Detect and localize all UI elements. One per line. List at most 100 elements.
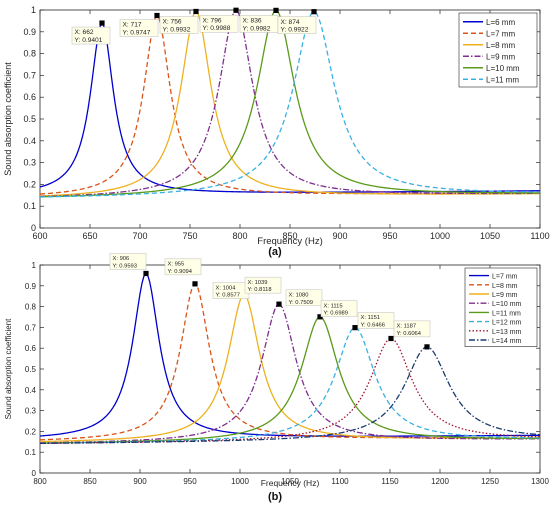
datatip-x-label: X: 955 (168, 262, 185, 268)
x-tick-label: 1200 (431, 477, 449, 486)
series-line (40, 10, 540, 198)
datatip-box (164, 258, 202, 276)
x-tick-label: 1050 (480, 231, 500, 241)
y-tick-label: 0.6 (23, 92, 36, 102)
datatip-y-label: Y: 0.8577 (216, 293, 241, 299)
datatip-x-label: X: 836 (243, 18, 262, 25)
series-line (40, 303, 540, 444)
datatip-x-label: X: 717 (123, 22, 142, 29)
x-tick-label: 1300 (531, 477, 549, 486)
datatip-y-label: Y: 0.9747 (123, 29, 151, 36)
legend-label: L=8 mm (492, 283, 518, 290)
x-tick-label: 1100 (331, 477, 349, 486)
y-tick-label: 0.5 (25, 365, 37, 374)
series-line (40, 10, 540, 198)
x-tick-label: 900 (133, 477, 147, 486)
legend-label: L=8 mm (486, 41, 515, 50)
panel-label: (a) (268, 246, 282, 258)
datatip-y-label: Y: 0.9401 (75, 37, 103, 44)
legend-label: L=9 mm (486, 52, 515, 61)
legend-box (464, 267, 538, 347)
x-tick-label: 950 (382, 231, 397, 241)
datatip-y-label: Y: 0.9988 (203, 25, 231, 32)
y-tick-label: 0.2 (23, 179, 36, 189)
legend-label: L=9 mm (492, 292, 518, 299)
datatip-x-label: X: 1080 (289, 293, 309, 299)
datatip-box (277, 16, 317, 34)
y-tick-label: 0.2 (25, 427, 37, 436)
y-tick-label: 0.4 (23, 136, 36, 146)
peak-marker (352, 325, 358, 331)
legend-label: L=7 mm (486, 29, 515, 38)
x-tick-label: 650 (82, 231, 97, 241)
datatip-box (109, 253, 147, 270)
y-tick-label: 0.8 (25, 303, 37, 312)
legend-label: L=10 mm (492, 301, 522, 308)
peak-marker (233, 7, 239, 13)
datatip-box (199, 15, 239, 33)
y-tick-label: 0 (31, 223, 36, 233)
y-tick-label: 0.4 (25, 386, 37, 395)
datatip-x-label: X: 796 (203, 17, 222, 24)
x-axis-label: Frequency (Hz) (261, 478, 320, 488)
legend-label: L=14 mm (492, 338, 522, 345)
x-tick-label: 1050 (281, 477, 299, 486)
datatip-x-label: X: 1115 (324, 303, 343, 309)
y-tick-label: 0.5 (23, 114, 36, 124)
legend-label: L=13 mm (492, 329, 522, 336)
datatip-box (393, 320, 431, 338)
datatip-x-label: X: 756 (163, 19, 182, 26)
x-tick-label: 800 (232, 231, 247, 241)
series-line (40, 346, 540, 445)
y-axis-label: Sound absorption coefficient (3, 62, 13, 176)
y-tick-label: 1 (31, 5, 36, 15)
x-tick-label: 800 (33, 477, 47, 486)
y-tick-label: 0.9 (23, 27, 36, 37)
legend-label: L=12 mm (492, 320, 522, 327)
datatip-y-label: Y: 0.7509 (289, 300, 314, 306)
x-tick-label: 1000 (430, 231, 450, 241)
datatip-y-label: Y: 0.6064 (397, 331, 422, 337)
legend-label: L=10 mm (486, 64, 520, 73)
peak-marker (317, 314, 323, 320)
datatip-y-label: Y: 0.6466 (361, 323, 386, 329)
peak-marker (143, 270, 149, 277)
y-tick-label: 0.1 (25, 448, 37, 457)
datatip-y-label: Y: 0.9593 (113, 264, 138, 270)
y-axis-label: Sound absorption coefficient (4, 318, 13, 420)
series-line (40, 11, 540, 198)
peak-marker (192, 281, 198, 287)
x-tick-label: 1100 (530, 231, 549, 241)
datatip-x-label: X: 906 (113, 256, 130, 262)
datatip-box (159, 16, 199, 34)
datatip-x-label: X: 1151 (361, 315, 381, 321)
peak-marker (388, 335, 394, 342)
x-tick-label: 1000 (231, 477, 249, 486)
datatip-y-label: Y: 0.8118 (248, 287, 272, 293)
x-tick-label: 700 (132, 231, 147, 241)
y-tick-label: 0.7 (23, 70, 36, 80)
legend-label: L=11 mm (492, 310, 521, 317)
peak-marker (154, 12, 160, 19)
x-tick-label: 850 (282, 231, 297, 241)
datatip-y-label: Y: 0.9932 (163, 26, 191, 33)
datatip-box (320, 300, 358, 317)
datatip-x-label: X: 1004 (216, 285, 237, 291)
x-axis-label: Frequency (Hz) (257, 236, 322, 247)
datatip-box (285, 289, 323, 307)
series-line (40, 14, 540, 195)
peak-marker (193, 8, 199, 15)
datatip-box (71, 26, 111, 45)
x-tick-label: 850 (83, 477, 97, 486)
series-line (40, 10, 540, 197)
y-tick-label: 0 (32, 469, 37, 478)
datatip-box (357, 312, 395, 329)
series-line (40, 272, 540, 437)
panel-label: (b) (268, 491, 282, 503)
x-tick-label: 900 (332, 231, 347, 241)
datatip-y-label: Y: 0.6989 (324, 311, 349, 317)
peak-marker (276, 301, 282, 307)
x-tick-label: 1250 (481, 477, 499, 486)
peak-marker (99, 20, 105, 26)
datatip-x-label: X: 662 (75, 29, 94, 36)
